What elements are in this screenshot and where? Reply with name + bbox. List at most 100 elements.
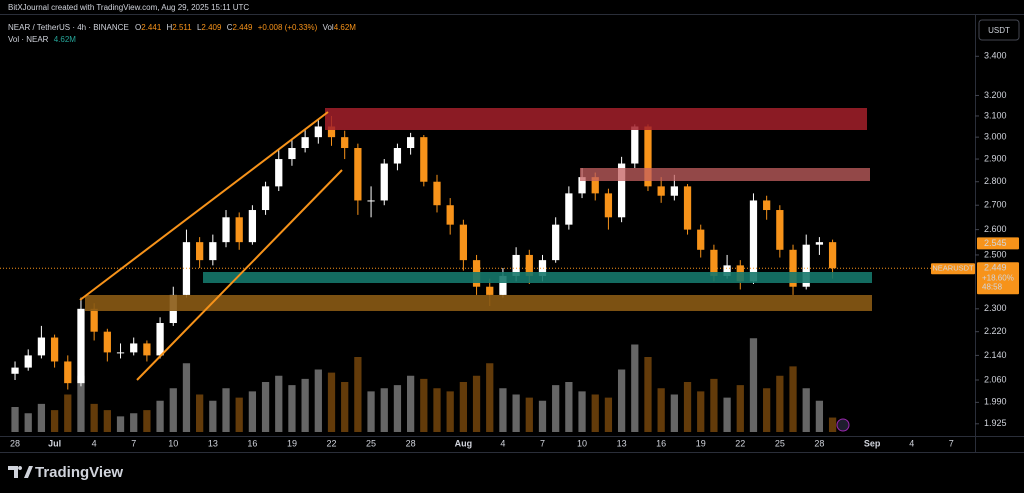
candle-body [301, 137, 309, 149]
candle-body [604, 193, 613, 218]
volume-bar [512, 394, 520, 432]
x-tick-label: 13 [208, 438, 218, 448]
candle-body [433, 181, 441, 206]
volume-bar [169, 388, 177, 432]
symbol-tag [931, 263, 975, 275]
y-tick-label: 2.500 [984, 249, 1007, 259]
currency[interactable]: USDT [988, 26, 1010, 35]
candle-body [209, 242, 217, 261]
volume-bar [37, 403, 46, 432]
legend-key: L [197, 23, 202, 32]
support-zone [203, 272, 872, 283]
candle-body [723, 265, 731, 276]
volume-bar [486, 363, 494, 432]
volume-bar [235, 397, 243, 432]
legend-value: 2.511 [172, 23, 192, 32]
volume-bar [327, 372, 336, 432]
volume-bar [393, 385, 402, 432]
countdown: 48:58 [982, 282, 1003, 291]
candle-body [37, 337, 46, 356]
candle-body [50, 337, 59, 362]
x-tick-label: 16 [656, 438, 666, 448]
x-tick-label: Jul [48, 438, 61, 448]
volume-bar [261, 382, 270, 432]
volume-bar [736, 385, 744, 432]
candle-body [380, 163, 388, 201]
brand: TradingView [35, 464, 123, 481]
volume-bar [591, 394, 599, 432]
candle-body [64, 361, 72, 384]
volume-bar [130, 413, 138, 432]
volume-bar [446, 391, 454, 432]
legend-key: C [227, 23, 233, 32]
volume-bar [354, 357, 362, 432]
volume-bar [552, 385, 560, 432]
y-tick-label: 2.900 [984, 153, 1007, 163]
volume-bar [578, 391, 586, 432]
volume-bar [710, 378, 718, 432]
x-tick-label: 28 [814, 438, 824, 448]
candle-body [828, 242, 837, 269]
candle-body [578, 177, 586, 194]
candle-body [565, 193, 573, 225]
volume-bar [182, 363, 191, 432]
price-label-box [977, 237, 1019, 250]
volume-bar [828, 417, 837, 432]
candle-body [406, 137, 415, 149]
candle-body [367, 200, 375, 202]
x-tick-label: 4 [92, 438, 97, 448]
candle-body [710, 249, 718, 276]
candle-body [11, 367, 19, 374]
volume-bar [763, 388, 771, 432]
x-tick-label: 22 [326, 438, 336, 448]
candle-body [749, 200, 758, 282]
y-tick-label: 3.400 [984, 51, 1007, 61]
y-tick-label: 2.140 [984, 350, 1007, 360]
x-tick-label: 19 [287, 438, 297, 448]
y-tick-label: 2.220 [984, 326, 1007, 336]
legend-value: 2.441 [141, 23, 162, 32]
channel-line [136, 169, 343, 381]
candle-body [815, 242, 824, 245]
volume-bar [209, 400, 217, 432]
candle-body [341, 137, 349, 149]
candle-body [196, 242, 204, 261]
volume-bar [11, 407, 19, 432]
candle-body [776, 210, 784, 250]
x-tick-label: Aug [455, 438, 473, 448]
watermark: BitXJournal created with TradingView.com… [8, 3, 249, 12]
event-icon[interactable] [836, 418, 850, 432]
candle-body [261, 186, 270, 211]
x-tick-label: 19 [696, 438, 706, 448]
volume-bar [749, 338, 758, 432]
candle-body [275, 159, 283, 187]
candle-body [670, 186, 678, 196]
logo-mark [8, 466, 33, 478]
brand-logo: TradingView [8, 464, 123, 481]
x-tick-label: 28 [406, 438, 416, 448]
last-price-box [977, 262, 1019, 295]
candle-body [683, 186, 692, 230]
candle-body [459, 224, 467, 261]
x-tick-label: 25 [366, 438, 376, 448]
volume-bar [367, 391, 375, 432]
volume-bar [683, 382, 692, 432]
volume-bar [617, 369, 626, 432]
y-tick-label: 3.100 [984, 110, 1007, 120]
y-tick-label: 2.700 [984, 200, 1007, 210]
candle-body [143, 343, 151, 356]
candle-body [222, 217, 230, 243]
y-tick-label: 2.600 [984, 224, 1007, 234]
candle-body [499, 275, 507, 295]
volume-bar [314, 369, 322, 432]
volume-bar [670, 394, 678, 432]
volume-bar [50, 410, 59, 432]
volume-bar [420, 378, 428, 432]
y-tick-label: 2.300 [984, 303, 1007, 313]
currency-button[interactable] [978, 19, 1020, 41]
candle-body [512, 254, 520, 276]
candle-body [617, 163, 626, 218]
x-tick-label: 13 [617, 438, 627, 448]
volume-bar [499, 388, 507, 432]
